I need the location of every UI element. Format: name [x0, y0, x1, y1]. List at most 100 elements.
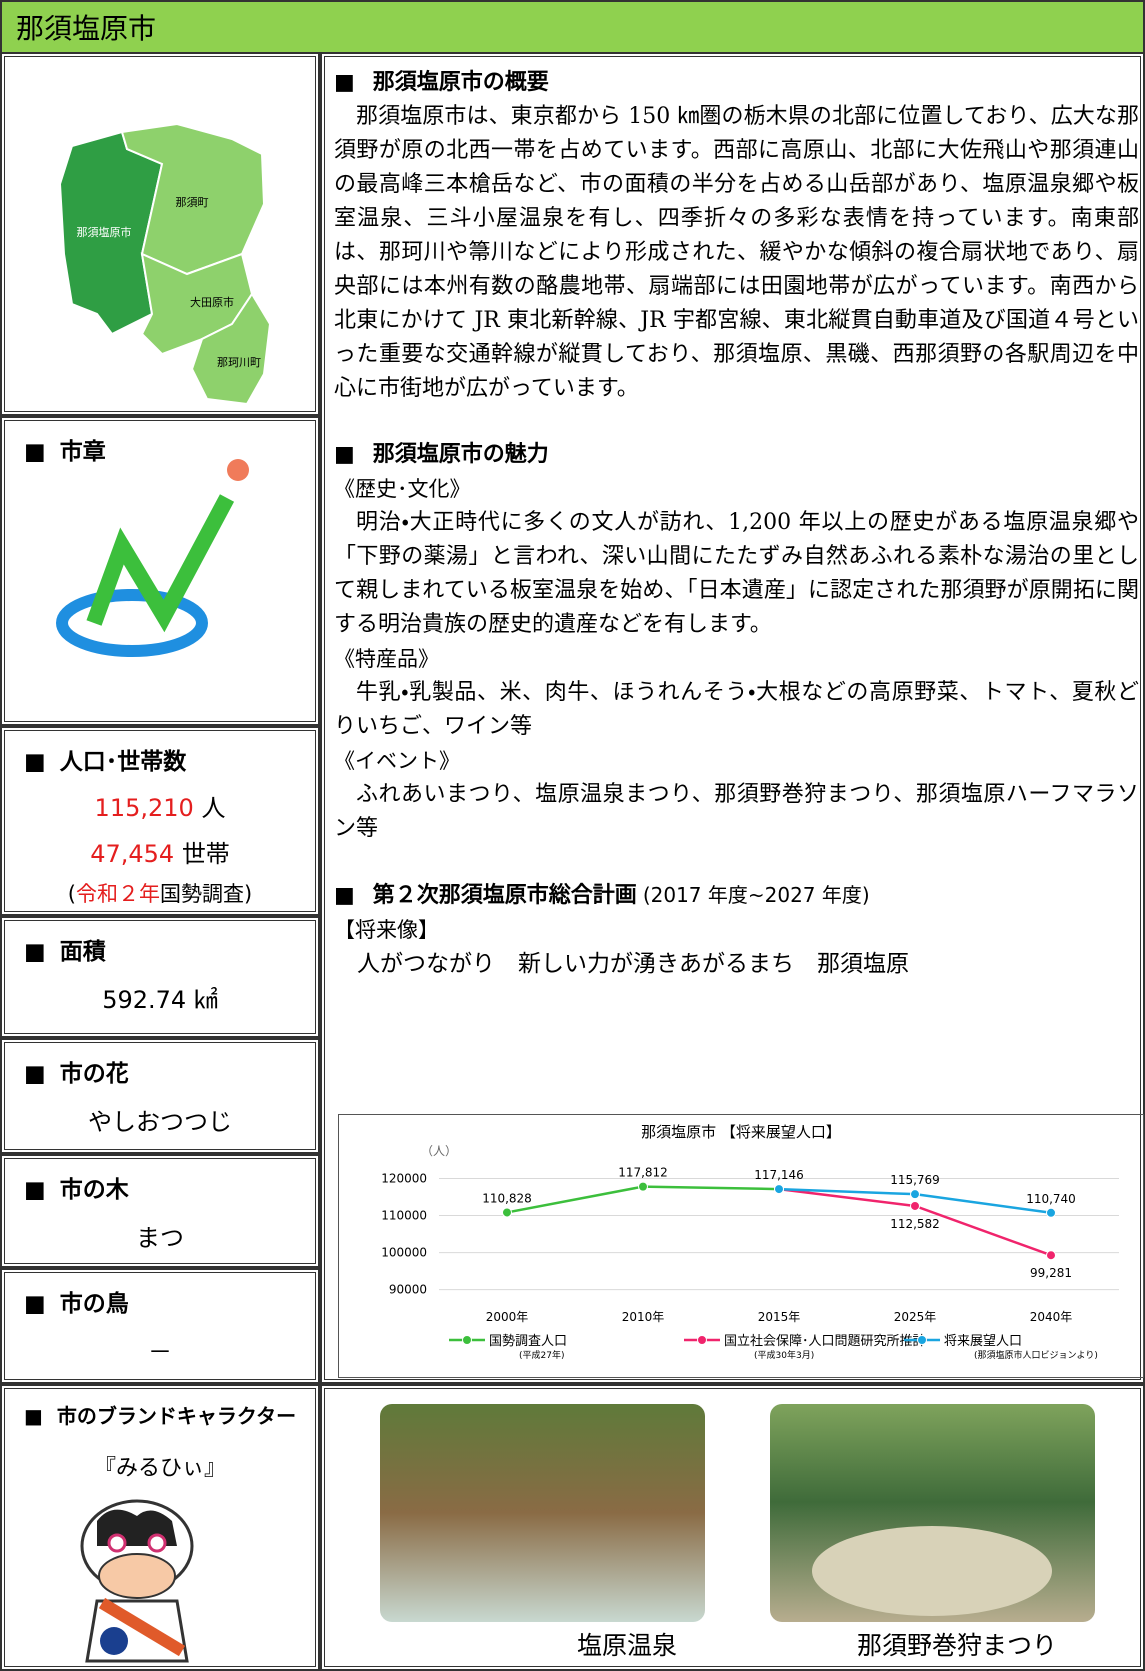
area-value: 592.74 ㎢: [2, 980, 318, 1015]
content: 那須塩原市の概要 那須塩原市は、東京都から 150 ㎞圏の栃木県の北部に位置して…: [334, 66, 1139, 981]
y-tick-label: 100000: [381, 1246, 427, 1260]
data-label: 112,582: [890, 1217, 940, 1231]
photo-detail: [812, 1526, 1052, 1616]
x-tick-label: 2040年: [1030, 1310, 1073, 1324]
bird-cell: 市の鳥 －: [0, 1268, 320, 1384]
subheading: 《特産品》: [334, 642, 1139, 676]
paragraph: ふれあいまつり、塩原温泉まつり、那須野巻狩まつり、那須塩原ハーフマラソン等: [334, 778, 1139, 846]
tree-value: まつ: [2, 1218, 318, 1253]
character-eye: [149, 1535, 165, 1551]
data-label: 110,740: [1026, 1192, 1076, 1206]
households-unit: 世帯: [182, 840, 230, 868]
emblem-check: [94, 498, 227, 623]
section-heading: 人口･世帯数: [24, 742, 186, 776]
subheading: 【将来像】: [334, 913, 1139, 947]
population-unit: 人: [201, 794, 225, 822]
emblem-ring: [62, 595, 202, 651]
source-era: 令和２年: [76, 882, 160, 906]
character-badge: [100, 1627, 128, 1655]
legend-swatch: [918, 1336, 927, 1345]
character: [2, 1491, 318, 1671]
y-tick-label: 90000: [389, 1283, 427, 1297]
character-body: [87, 1601, 187, 1661]
population-value: 115,210: [95, 794, 194, 822]
character-name: 『みるひぃ』: [2, 1450, 318, 1482]
x-tick-label: 2025年: [894, 1310, 937, 1324]
x-tick-label: 2015年: [758, 1310, 801, 1324]
households-value: 47,454: [90, 840, 174, 868]
source-post: 国勢調査): [160, 882, 252, 906]
y-tick-label: 110000: [381, 1209, 427, 1223]
legend-note: (平成27年): [519, 1349, 564, 1361]
map-label: 大田原市: [190, 295, 234, 309]
population-cell: 人口･世帯数 115,210 人 47,454 世帯 (令和２年国勢調査): [0, 726, 320, 916]
source-line: (令和２年国勢調査): [2, 878, 318, 908]
photo-cell: 塩原温泉 那須野巻狩まつり: [320, 1384, 1145, 1671]
paragraph: 明治・大正時代に多くの文人が訪れ、1,200 年以上の歴史がある塩原温泉郷や「下…: [334, 506, 1139, 642]
data-point: [639, 1182, 648, 1191]
y-tick-label: 120000: [381, 1172, 427, 1186]
section-heading: 第２次那須塩原市総合計画(2017 年度~2027 年度): [334, 878, 1139, 913]
data-point: [503, 1208, 512, 1217]
header-bar: 那須塩原市: [0, 0, 1145, 54]
x-tick-label: 2010年: [622, 1310, 665, 1324]
tree-cell: 市の木 まつ: [0, 1154, 320, 1268]
data-label: 99,281: [1030, 1266, 1072, 1280]
paragraph: 那須塩原市は、東京都から 150 ㎞圏の栃木県の北部に位置しており、広大な那須野…: [334, 100, 1139, 406]
character-eye: [109, 1535, 125, 1551]
population-line: 115,210 人: [2, 788, 318, 823]
legend-swatch: [463, 1336, 472, 1345]
data-point: [1047, 1251, 1056, 1260]
section-heading: 市の花: [24, 1054, 129, 1088]
data-point: [911, 1201, 920, 1210]
emblem: [2, 418, 318, 718]
vision: 人がつながり 新しい力が湧きあがるまち 那須塩原: [334, 947, 1139, 981]
chart: 那須塩原市 【将来展望人口】 （人） 90000 100000 110000 1200…: [338, 1114, 1144, 1378]
data-point: [775, 1185, 784, 1194]
legend-label: 国立社会保障･人口問題研究所推計: [724, 1333, 926, 1349]
flower-value: やしおつつじ: [2, 1102, 318, 1137]
households-line: 47,454 世帯: [2, 834, 318, 869]
spacer: [334, 406, 1139, 438]
plan-period: (2017 年度~2027 年度): [643, 883, 870, 907]
y-axis-unit: （人）: [421, 1144, 457, 1158]
page: 那須塩原市 那須町 那須塩原市 大田原市 那珂川町 市章 人口･世帯数 115,…: [0, 0, 1145, 1671]
map-cell: 那須町 那須塩原市 大田原市 那珂川町: [0, 52, 320, 416]
section-heading: 那須塩原市の魅力: [334, 438, 1139, 472]
map-label: 那須塩原市: [77, 225, 132, 239]
page-title: 那須塩原市: [2, 7, 156, 47]
character-cell: 市のブランドキャラクター 『みるひぃ』: [0, 1384, 320, 1671]
legend-note: (平成30年3月): [754, 1349, 814, 1361]
legend-swatch: [698, 1336, 707, 1345]
emblem-dot: [227, 459, 249, 481]
map-label: 那珂川町: [217, 356, 261, 369]
section-heading: 市の鳥: [24, 1284, 129, 1318]
legend-label: 国勢調査人口: [489, 1334, 567, 1349]
x-tick-label: 2000年: [486, 1310, 529, 1324]
legend-note: (那須塩原市人口ビジョンより): [974, 1349, 1098, 1361]
map-label: 那須町: [176, 196, 209, 209]
chart-title: 那須塩原市 【将来展望人口】: [641, 1123, 841, 1141]
photo-caption: 塩原温泉: [502, 1626, 752, 1662]
source-pre: (: [68, 882, 76, 906]
legend-label: 将来展望人口: [944, 1334, 1022, 1349]
bird-value: －: [2, 1332, 318, 1367]
content-cell: 那須塩原市の概要 那須塩原市は、東京都から 150 ㎞圏の栃木県の北部に位置して…: [320, 52, 1145, 1384]
area-cell: 面積 592.74 ㎢: [0, 916, 320, 1038]
emblem-cell: 市章: [0, 416, 320, 726]
map: 那須町 那須塩原市 大田原市 那珂川町: [2, 54, 318, 414]
paragraph: 牛乳・乳製品、米、肉牛、ほうれんそう・大根などの高原野菜、トマト、夏秋どりいちご…: [334, 676, 1139, 744]
data-label: 117,146: [754, 1168, 804, 1182]
character-muzzle: [99, 1554, 175, 1598]
section-heading: 市の木: [24, 1170, 129, 1204]
photo-caption: 那須野巻狩まつり: [792, 1626, 1122, 1662]
data-point: [1047, 1208, 1056, 1217]
subheading: 《歴史･文化》: [334, 472, 1139, 506]
flower-cell: 市の花 やしおつつじ: [0, 1038, 320, 1154]
section-heading: 那須塩原市の概要: [334, 66, 1139, 100]
data-point: [911, 1190, 920, 1199]
plan-title: 第２次那須塩原市総合計画: [373, 883, 637, 908]
spacer: [334, 846, 1139, 878]
photo: [380, 1404, 705, 1622]
data-label: 117,812: [618, 1166, 668, 1180]
